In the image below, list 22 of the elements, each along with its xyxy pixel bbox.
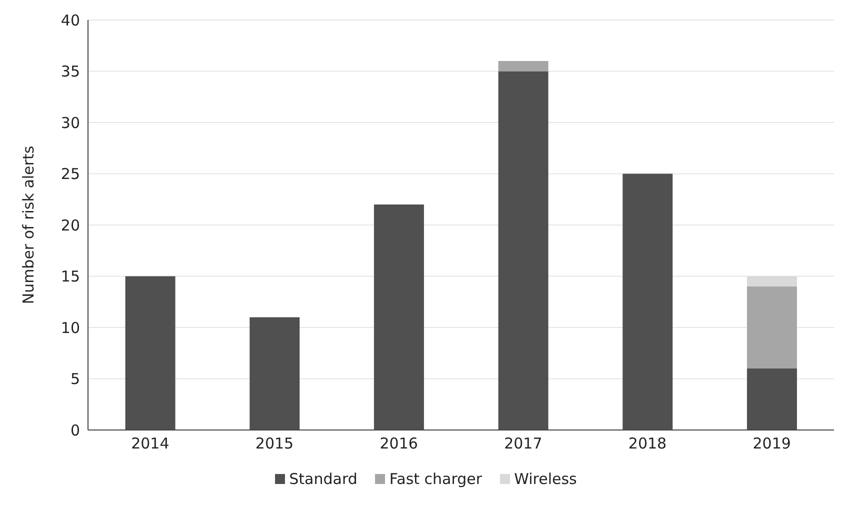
x-tick-label: 2018 (628, 434, 667, 453)
legend-label: Standard (288, 470, 358, 488)
y-tick-label: 35 (60, 62, 80, 81)
y-tick-label: 15 (60, 268, 80, 286)
y-tick-label: 5 (70, 370, 80, 388)
x-tick-label: 2017 (504, 434, 542, 453)
y-tick-label: 0 (70, 421, 80, 440)
y-tick-label: 20 (60, 216, 80, 234)
y-axis-title: Number of risk alerts (19, 146, 38, 304)
x-tick-label: 2014 (131, 434, 170, 453)
x-tick-label: 2016 (380, 434, 418, 453)
y-tick-label: 10 (60, 318, 80, 337)
x-tick-label: 2019 (752, 434, 791, 453)
y-tick-label: 25 (60, 165, 80, 184)
legend-label: Fast charger (388, 470, 482, 488)
y-tick-label: 30 (60, 114, 80, 132)
legend-label: Wireless (513, 470, 577, 488)
bar (498, 61, 548, 72)
bar (746, 286, 797, 368)
bar (746, 276, 797, 286)
x-tick-label: 2015 (255, 434, 294, 453)
y-tick-label: 40 (60, 11, 80, 30)
